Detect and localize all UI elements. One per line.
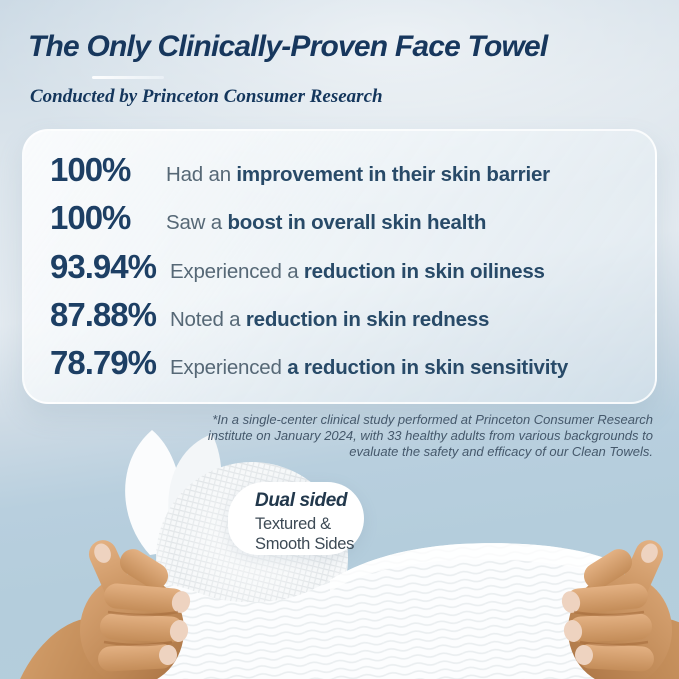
stat-text-regular: Saw a bbox=[166, 211, 228, 235]
towel bbox=[95, 543, 622, 679]
stats-card: 100% Had an improvement in their skin ba… bbox=[22, 129, 657, 404]
stat-text-bold: improvement in their skin barrier bbox=[236, 163, 550, 186]
stat-value: 100% bbox=[50, 151, 131, 188]
stat-description: Noted a reduction in skin redness bbox=[170, 308, 489, 332]
callout-line-1: Textured & bbox=[255, 515, 331, 533]
product-photo bbox=[7, 430, 679, 679]
stat-value: 87.88% bbox=[50, 295, 157, 333]
stat-text-bold: a reduction in skin sensitivity bbox=[287, 356, 569, 379]
title-underline bbox=[92, 76, 164, 79]
stat-text-regular: Had an bbox=[166, 163, 237, 186]
stat-text-bold: boost in overall skin health bbox=[227, 211, 487, 235]
stat-text-regular: Experienced bbox=[169, 356, 288, 379]
stat-row: 100% Saw a boost in overall skin health bbox=[50, 199, 637, 237]
stat-description: Saw a boost in overall skin health bbox=[166, 211, 486, 235]
callout-title: Dual sided bbox=[255, 490, 348, 511]
stat-row: 100% Had an improvement in their skin ba… bbox=[50, 151, 637, 189]
stat-row: 87.88% Noted a reduction in skin redness bbox=[50, 296, 637, 334]
study-disclaimer: *In a single-center clinical study perfo… bbox=[207, 412, 653, 459]
stat-description: Experienced a reduction in skin oiliness bbox=[170, 260, 545, 284]
stat-text-bold: reduction in skin redness bbox=[245, 307, 490, 331]
dual-sided-callout: Dual sided Textured & Smooth Sides bbox=[228, 482, 364, 555]
towel-highlight bbox=[330, 543, 605, 592]
stat-row: 78.79% Experienced a reduction in skin s… bbox=[50, 344, 637, 382]
stat-row: 93.94% Experienced a reduction in skin o… bbox=[50, 248, 637, 286]
stat-description: Experienced a reduction in skin sensitiv… bbox=[170, 356, 568, 380]
stat-value: 100% bbox=[50, 199, 131, 237]
callout-line-2: Smooth Sides bbox=[255, 535, 355, 553]
stat-text-regular: Experienced a bbox=[169, 259, 304, 283]
stat-text-bold: reduction in skin oiliness bbox=[303, 259, 545, 283]
stat-description: Had an improvement in their skin barrier bbox=[166, 163, 550, 187]
subtitle: Conducted by Princeton Consumer Research bbox=[30, 86, 383, 107]
left-hand bbox=[7, 540, 191, 679]
page-title: The Only Clinically-Proven Face Towel bbox=[28, 30, 548, 63]
stat-text-regular: Noted a bbox=[169, 307, 246, 331]
stat-value: 93.94% bbox=[50, 247, 157, 285]
stat-value: 78.79% bbox=[50, 344, 157, 381]
